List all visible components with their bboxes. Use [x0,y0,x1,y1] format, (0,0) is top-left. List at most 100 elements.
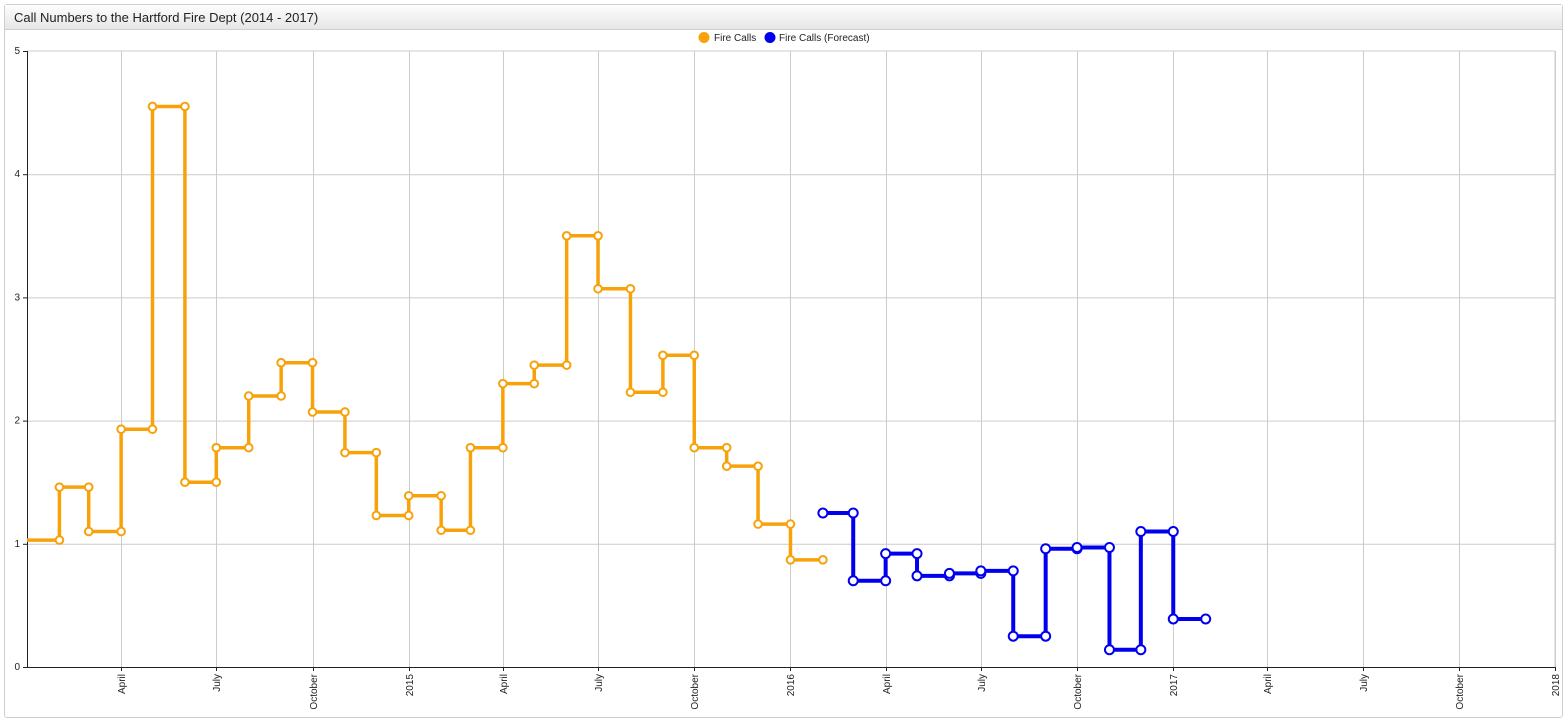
data-point[interactable] [817,507,829,519]
x-tick-label: October [1455,673,1466,709]
x-tick-label: 2018 [1551,674,1562,697]
y-tick-label: 1 [14,539,20,550]
x-tick-label: July [212,674,223,692]
step-end-point[interactable] [911,548,923,560]
step-end-point[interactable] [465,525,476,536]
data-point[interactable] [880,548,892,560]
step-end-point[interactable] [307,357,318,368]
data-point[interactable] [243,391,254,401]
data-point[interactable] [436,525,446,536]
step-end-point[interactable] [658,387,668,398]
step-end-point[interactable] [785,519,796,529]
legend-swatch [764,32,776,43]
x-tick-label: October [1073,673,1084,709]
step-end-point[interactable] [1007,565,1019,577]
series-fire-calls [27,101,828,565]
x-tick-label: 2016 [786,674,797,697]
panel-title: Call Numbers to the Hartford Fire Dept (… [14,10,319,25]
data-point[interactable] [54,482,65,492]
data-point[interactable] [847,575,859,587]
step-end-point[interactable] [625,283,636,294]
step-end-point[interactable] [561,360,572,370]
step-end-point[interactable] [1103,541,1115,553]
data-point[interactable] [593,283,603,294]
data-point[interactable] [465,442,476,453]
step-end-point[interactable] [180,101,190,112]
legend-label: Fire Calls [714,33,756,44]
step-end-point[interactable] [847,507,859,519]
x-tick-label: April [882,674,893,694]
data-point[interactable] [211,442,222,453]
data-point[interactable] [371,510,382,521]
series-line [27,104,823,562]
step-end-point[interactable] [83,482,94,492]
step-end-point[interactable] [371,447,382,458]
x-tick-label: July [594,674,605,692]
x-tick-label: April [117,674,128,694]
legend: Fire Calls Fire Calls (Forecast) [698,32,870,44]
data-point[interactable] [561,231,572,241]
legend-label: Fire Calls (Forecast) [779,33,870,44]
data-point[interactable] [1167,613,1179,625]
step-end-point[interactable] [498,442,508,453]
x-tick-label: 2015 [405,674,416,697]
grid-lines [27,50,1556,667]
step-end-point[interactable] [276,391,286,401]
step-end-point[interactable] [436,490,446,501]
step-end-point[interactable] [403,510,414,521]
data-point[interactable] [1135,525,1147,537]
data-point[interactable] [276,357,286,368]
step-end-point[interactable] [340,407,350,417]
data-point[interactable] [753,519,763,529]
data-point[interactable] [147,101,158,112]
panel-header: Call Numbers to the Hartford Fire Dept (… [5,5,1562,30]
step-end-point[interactable] [147,424,158,435]
step-end-point[interactable] [721,442,732,453]
data-point[interactable] [943,567,955,579]
step-end-point[interactable] [116,526,126,537]
data-point[interactable] [721,461,732,471]
step-end-point[interactable] [243,442,254,453]
step-end-point[interactable] [818,555,828,565]
data-point[interactable] [625,387,636,398]
x-tick-label: July [1359,674,1370,692]
data-point[interactable] [180,477,190,488]
step-end-point[interactable] [1040,630,1052,642]
data-point[interactable] [83,526,94,537]
y-tick-label: 3 [14,292,20,303]
step-end-point[interactable] [753,461,763,471]
x-tick-label: April [499,674,510,694]
step-end-point[interactable] [54,535,65,545]
step-end-point[interactable] [689,350,700,361]
data-point[interactable] [785,555,796,565]
data-point[interactable] [403,490,414,501]
data-point[interactable] [340,447,350,458]
data-point[interactable] [116,424,126,435]
data-point[interactable] [911,570,923,582]
step-end-point[interactable] [1167,525,1179,537]
y-tick-label: 4 [14,169,20,180]
data-point[interactable] [307,407,318,417]
data-point[interactable] [975,565,987,577]
step-end-point[interactable] [1200,613,1212,625]
x-tick-label: October [309,673,320,709]
data-point[interactable] [1040,543,1052,555]
data-point[interactable] [1071,541,1083,553]
legend-item-fire-calls[interactable]: Fire Calls [698,32,757,44]
step-end-point[interactable] [211,477,222,488]
step-end-point[interactable] [880,575,892,587]
data-point[interactable] [529,360,540,370]
data-point[interactable] [498,378,508,389]
data-point[interactable] [1007,630,1019,642]
legend-item-fire-calls-forecast[interactable]: Fire Calls (Forecast) [764,32,870,44]
y-tick-label: 0 [14,662,20,673]
data-point[interactable] [658,350,668,361]
data-point[interactable] [1103,644,1115,656]
step-end-point[interactable] [1135,644,1147,656]
legend-swatch [698,32,710,43]
step-end-point[interactable] [593,231,603,241]
x-tick-label: July [977,674,988,692]
data-point[interactable] [689,442,700,453]
step-end-point[interactable] [529,378,540,389]
series-fire-calls-forecast [817,507,1212,656]
